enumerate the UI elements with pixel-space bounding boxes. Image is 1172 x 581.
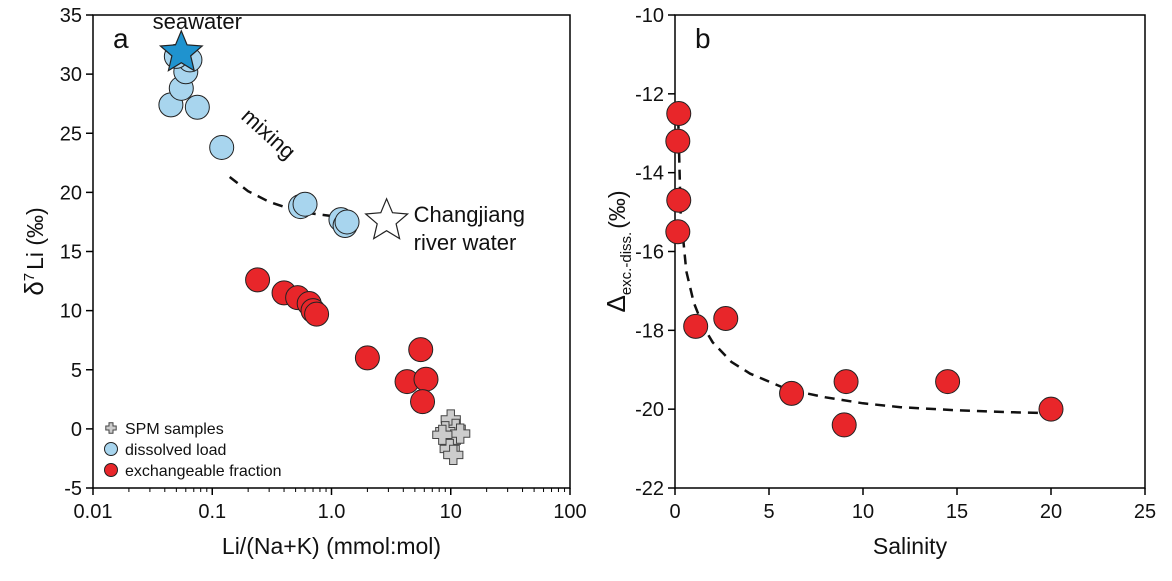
point — [245, 267, 271, 293]
point — [292, 191, 318, 217]
y-tick-label: -20 — [635, 399, 664, 421]
point — [443, 444, 464, 465]
point — [184, 94, 210, 120]
star-label: river water — [414, 230, 517, 255]
y-tick-label: 5 — [71, 360, 82, 382]
fit-curve — [676, 101, 1052, 415]
y-axis-label-sub: exc.-diss. — [618, 232, 635, 295]
y-axis-label: δ7 Li (‰) — [19, 207, 49, 295]
star-marker — [364, 197, 410, 240]
y-tick-label: 0 — [71, 419, 82, 441]
panel-label: b — [695, 23, 711, 54]
y-tick-label: -22 — [635, 478, 664, 500]
point — [413, 366, 439, 392]
point — [666, 101, 692, 127]
y-tick-label: 35 — [60, 5, 82, 27]
point — [408, 337, 434, 363]
point — [450, 423, 471, 444]
y-axis-label-rest: Li (‰) — [22, 207, 48, 270]
legend-swatch — [105, 422, 117, 434]
point — [666, 187, 692, 213]
point — [209, 134, 235, 160]
legend-label: exchangeable fraction — [125, 463, 282, 480]
star-label: Changjiang — [414, 202, 525, 227]
legend-swatch — [104, 463, 118, 477]
y-tick-label: 10 — [60, 301, 82, 323]
fit-curve — [228, 176, 346, 219]
y-axis-label: Δexc.-diss. (‰) — [601, 190, 635, 312]
point — [665, 219, 691, 245]
x-tick-label: 10 — [852, 501, 874, 523]
y-axis-label-sup: 7 — [21, 273, 38, 281]
y-tick-label: -5 — [64, 478, 82, 500]
point — [432, 424, 453, 445]
y-axis-label-main: Δ — [601, 295, 631, 312]
x-tick-label: 15 — [946, 501, 968, 523]
point — [779, 380, 805, 406]
x-tick-label: 100 — [553, 501, 586, 523]
y-axis-label-main: δ — [19, 281, 49, 295]
plot-frame — [674, 14, 1146, 489]
x-tick-label: 20 — [1040, 501, 1062, 523]
point — [935, 369, 961, 395]
x-tick-label: 25 — [1134, 501, 1156, 523]
y-tick-label: 15 — [60, 242, 82, 264]
point — [713, 306, 739, 332]
point — [304, 301, 330, 327]
point — [831, 412, 857, 438]
y-tick-label: -12 — [635, 84, 664, 106]
point — [354, 345, 380, 371]
y-tick-label: -14 — [635, 163, 664, 185]
x-tick-label: 0.01 — [74, 501, 113, 523]
legend-label: dissolved load — [125, 442, 226, 459]
legend-swatch — [104, 442, 118, 456]
x-tick-label: 1.0 — [318, 501, 346, 523]
y-tick-label: 25 — [60, 123, 82, 145]
y-tick-label: 30 — [60, 64, 82, 86]
point — [665, 128, 691, 154]
y-tick-label: 20 — [60, 182, 82, 204]
point — [334, 209, 360, 235]
point — [833, 369, 859, 395]
curve-label: mixing — [237, 103, 301, 164]
y-tick-label: -10 — [635, 5, 664, 27]
x-axis-label: Salinity — [873, 533, 948, 559]
x-tick-label: 5 — [763, 501, 774, 523]
y-axis-label-rest: (‰) — [604, 190, 630, 228]
y-tick-label: -16 — [635, 242, 664, 264]
x-axis-label: Li/(Na+K) (mmol:mol) — [222, 533, 441, 559]
panel-label: a — [113, 23, 129, 54]
x-tick-label: 10 — [440, 501, 462, 523]
x-tick-label: 0 — [669, 501, 680, 523]
star-marker — [158, 29, 204, 72]
point — [1038, 396, 1064, 422]
x-tick-label: 0.1 — [198, 501, 226, 523]
point — [410, 389, 436, 415]
y-tick-label: -18 — [635, 320, 664, 342]
point — [683, 313, 709, 339]
legend-label: SPM samples — [125, 421, 224, 438]
star-label: seawater — [153, 9, 242, 34]
